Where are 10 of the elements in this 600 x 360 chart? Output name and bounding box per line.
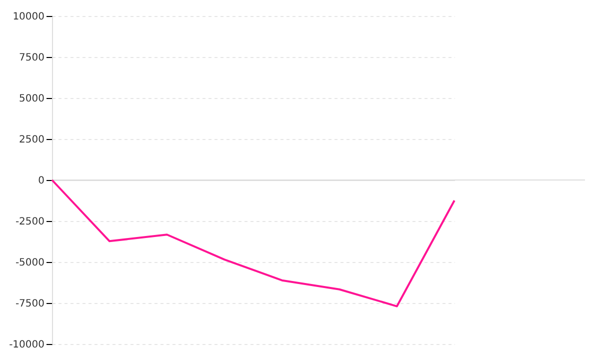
y-tick-label: -5000	[15, 258, 44, 268]
y-tick-label: -2500	[15, 216, 44, 228]
y-tick-label: 10000	[12, 12, 44, 22]
y-tick-label: 2500	[19, 134, 44, 146]
y-tick-label: -7500	[15, 298, 44, 310]
y-tick-label: 7500	[19, 52, 44, 64]
y-tick-label: -10000	[9, 340, 44, 350]
line-series	[51, 179, 456, 308]
y-tick-label: 5000	[19, 94, 44, 104]
y-tick-label: 0	[38, 176, 44, 186]
